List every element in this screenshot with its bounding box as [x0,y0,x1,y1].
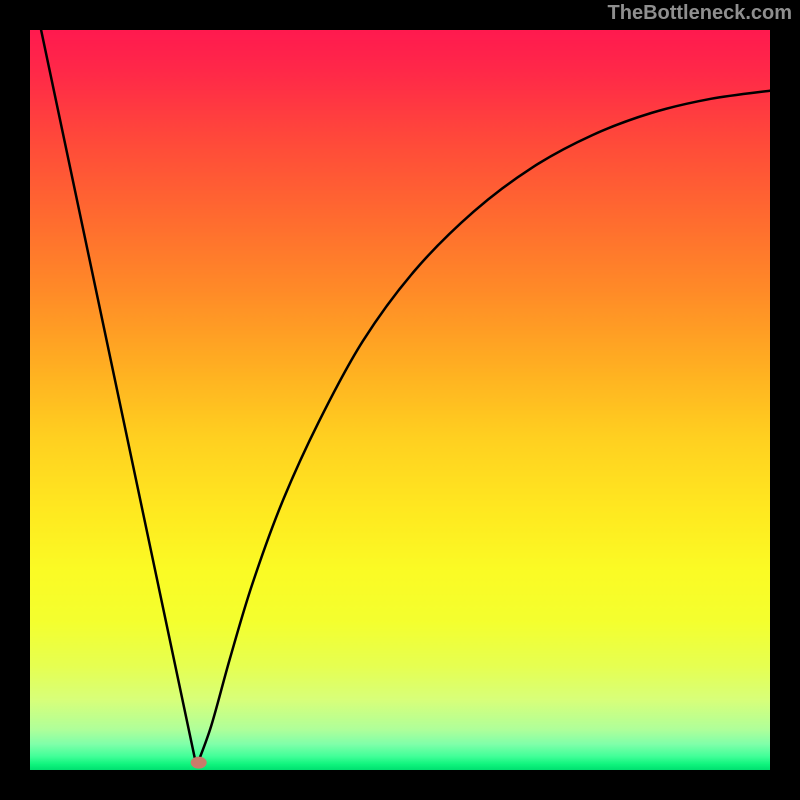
figure-container: TheBottleneck.com [0,0,800,800]
watermark-text: TheBottleneck.com [608,2,792,25]
gradient-background [30,30,770,770]
plot-area [30,30,770,770]
